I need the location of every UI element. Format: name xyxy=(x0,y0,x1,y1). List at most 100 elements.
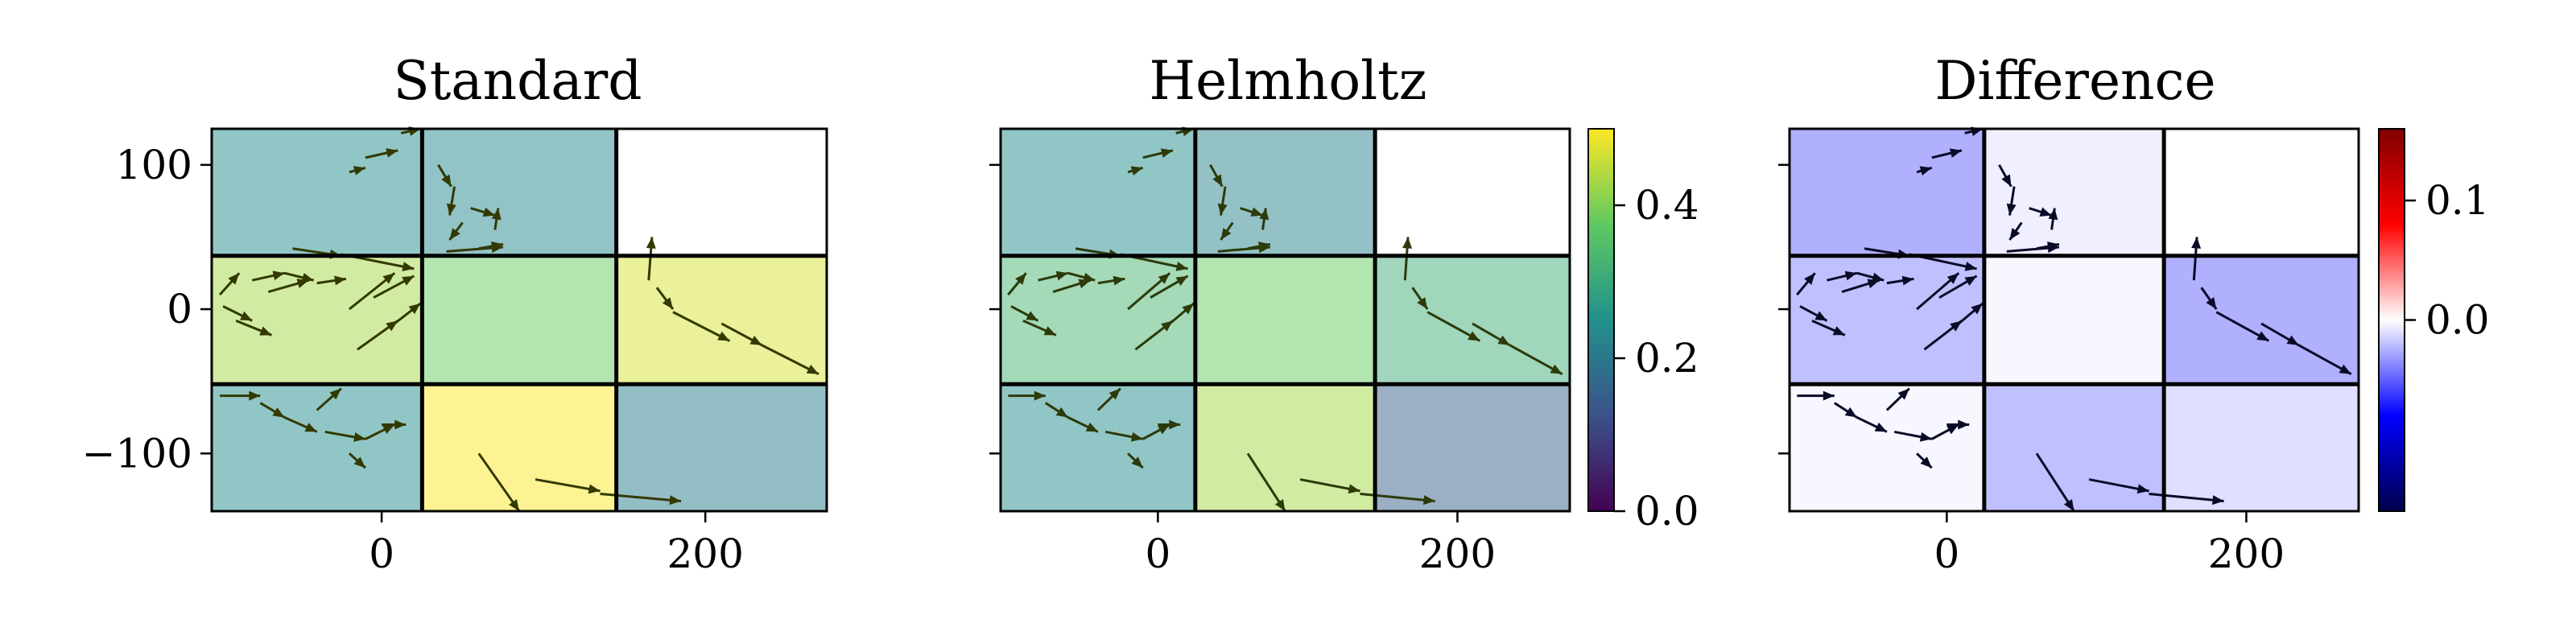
arrow-shaft xyxy=(477,452,521,512)
arrow-head xyxy=(382,273,395,284)
quiver-arrow xyxy=(477,452,521,512)
heatmap-cell xyxy=(1375,255,1570,385)
quiver-arrow xyxy=(1472,322,1511,347)
quiver-arrow xyxy=(220,390,261,401)
quiver-arrow xyxy=(761,344,819,376)
quiver-arrow xyxy=(1426,311,1481,342)
arrow-head xyxy=(1402,237,1413,249)
quiver-arrow xyxy=(1893,430,1933,442)
quiver-arrow xyxy=(1096,387,1121,411)
quiver-arrow xyxy=(672,311,731,342)
arrow-head xyxy=(353,432,365,442)
x-tick-label: 200 xyxy=(2208,530,2285,577)
heatmap-cell xyxy=(1001,384,1195,511)
y-tick-label: 100 xyxy=(116,142,192,188)
arrow-head xyxy=(1550,364,1563,374)
panel-title: Standard xyxy=(394,50,642,112)
quiver-arrow xyxy=(1158,419,1181,430)
arrow-head xyxy=(2048,208,2058,221)
colorbar-difference: 0.0 0.1 xyxy=(2378,128,2490,512)
axes-frame xyxy=(1788,127,2360,513)
colorbar-tick-label: 0.1 xyxy=(2425,177,2490,224)
quiver-arrow xyxy=(2191,237,2202,281)
quiver-arrow xyxy=(1299,478,1360,494)
arrow-head xyxy=(394,419,407,430)
arrow-head xyxy=(1468,331,1480,341)
quiver-arrow xyxy=(1796,272,1816,296)
arrow-head xyxy=(1804,273,1815,285)
arrow-head xyxy=(228,273,240,285)
quiver-arrow xyxy=(1022,320,1057,336)
arrow-head xyxy=(1874,422,1887,432)
arrow-head xyxy=(1919,431,1932,442)
arrow-head xyxy=(509,499,519,511)
arrow-head xyxy=(1055,407,1068,418)
arrow-head xyxy=(1220,228,1232,241)
arrow-head xyxy=(482,207,495,217)
arrow-shaft xyxy=(2035,452,2075,512)
quiver-arrow xyxy=(251,270,285,282)
arrow-shaft xyxy=(1246,452,1286,512)
quiver-arrow xyxy=(470,207,496,217)
heatmap-cell xyxy=(616,384,827,511)
arrow-head xyxy=(446,203,456,216)
arrow-head xyxy=(2286,335,2299,345)
arrow-head xyxy=(662,297,673,310)
arrow-shaft xyxy=(1360,492,1435,502)
quiver-arrow xyxy=(1246,452,1286,512)
x-tick-label: 200 xyxy=(667,530,743,577)
arrow-head xyxy=(1250,207,1263,217)
arrow-head xyxy=(1078,279,1091,289)
quiver-arrow xyxy=(1209,164,1224,188)
arrow-head xyxy=(1423,495,1435,506)
axes-frame xyxy=(999,127,1571,513)
arrow-head xyxy=(272,270,285,281)
arrow-head xyxy=(1958,419,1970,430)
quiver-arrow xyxy=(655,287,675,310)
quiver-arrow xyxy=(437,164,452,188)
arrow-head xyxy=(1417,297,1428,310)
arrow-head xyxy=(1217,203,1228,216)
arrow-head xyxy=(2256,331,2269,341)
quiver-arrow xyxy=(2006,243,2060,254)
arrow-head xyxy=(2009,228,2021,241)
arrow-head xyxy=(334,275,346,286)
arrow-head xyxy=(1015,273,1026,285)
heatmap-cell xyxy=(2164,255,2359,385)
quiver-arrow xyxy=(1127,452,1144,469)
arrow-head xyxy=(1814,311,1827,321)
colorbar-tick-label: 0.4 xyxy=(1635,182,1699,229)
arrow-head xyxy=(259,326,272,336)
panel-standard: Standard 0 200 100 0 −100 xyxy=(82,50,828,577)
heatmap-cell xyxy=(616,255,827,385)
arrow-head xyxy=(304,423,317,432)
quiver-arrow xyxy=(1220,221,1234,241)
arrow-head xyxy=(1113,275,1125,286)
arrow-head xyxy=(1901,275,1914,286)
arrow-head xyxy=(1108,388,1121,400)
heatmap-cell xyxy=(1790,129,1984,256)
quiver-arrow xyxy=(1259,208,1269,230)
arrow-head xyxy=(1258,243,1270,254)
quiver-arrow xyxy=(446,243,504,254)
arrow-head xyxy=(402,262,415,272)
arrow-head xyxy=(272,407,285,418)
x-tick-label: 0 xyxy=(369,530,394,577)
quiver-arrow xyxy=(2008,221,2023,241)
quiver-arrow xyxy=(2215,311,2270,342)
quiver-arrow xyxy=(600,492,682,506)
quiver-arrow xyxy=(1007,272,1027,296)
quiver-arrow xyxy=(1150,275,1189,299)
quiver-arrow xyxy=(2006,186,2017,216)
quiver-arrow xyxy=(373,275,415,299)
quiver-arrow xyxy=(1142,423,1170,440)
heatmap-cell xyxy=(1375,384,1570,511)
arrow-head xyxy=(669,495,682,506)
quiver-arrow xyxy=(1799,305,1828,322)
x-tick-label: 200 xyxy=(1419,530,1496,577)
y-tick-label: 0 xyxy=(167,286,192,332)
arrow-head xyxy=(491,243,503,254)
quiver-arrow xyxy=(1360,492,1435,506)
arrow-head xyxy=(1182,303,1195,315)
